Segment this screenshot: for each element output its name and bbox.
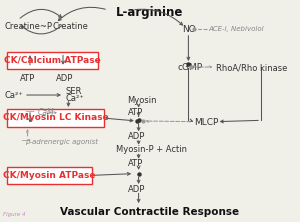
Text: CK/Calcium ATPase: CK/Calcium ATPase: [4, 56, 101, 65]
FancyBboxPatch shape: [8, 52, 98, 69]
Text: Figure 4: Figure 4: [3, 212, 26, 217]
Text: ―: ―: [22, 137, 30, 145]
Text: Ca²⁺: Ca²⁺: [65, 94, 84, 103]
Text: Ca²⁺: Ca²⁺: [4, 91, 23, 99]
Text: ADP: ADP: [128, 185, 145, 194]
Text: ADP: ADP: [128, 132, 145, 141]
Text: ―: ―: [26, 107, 34, 116]
Text: CaM: CaM: [38, 108, 54, 117]
Text: Creatine: Creatine: [52, 22, 88, 31]
Text: SER: SER: [65, 87, 82, 96]
Text: Vascular Contractile Response: Vascular Contractile Response: [60, 207, 240, 217]
FancyBboxPatch shape: [8, 167, 91, 184]
Text: Myosin-P + Actin: Myosin-P + Actin: [116, 145, 187, 154]
Text: CK/Myosin ATPase: CK/Myosin ATPase: [3, 171, 96, 180]
Text: RhoA/Rho kinase: RhoA/Rho kinase: [216, 63, 287, 72]
FancyBboxPatch shape: [8, 109, 103, 127]
Text: L-arginine: L-arginine: [116, 6, 184, 19]
Text: CK/Myosin LC Kinase: CK/Myosin LC Kinase: [3, 113, 108, 122]
Text: ADP: ADP: [56, 74, 73, 83]
Text: NO: NO: [182, 26, 196, 34]
Text: ATP: ATP: [128, 108, 143, 117]
Text: ATP: ATP: [128, 159, 143, 168]
Text: β-adrenergic agonist: β-adrenergic agonist: [26, 139, 98, 145]
Text: cGMP: cGMP: [177, 63, 202, 72]
Text: ACE-i, Nebivolol: ACE-i, Nebivolol: [208, 26, 264, 32]
Text: ATP: ATP: [20, 74, 35, 83]
Text: Myosin: Myosin: [128, 96, 157, 105]
Text: Creatine~P: Creatine~P: [4, 22, 52, 31]
Text: MLCP: MLCP: [194, 118, 219, 127]
